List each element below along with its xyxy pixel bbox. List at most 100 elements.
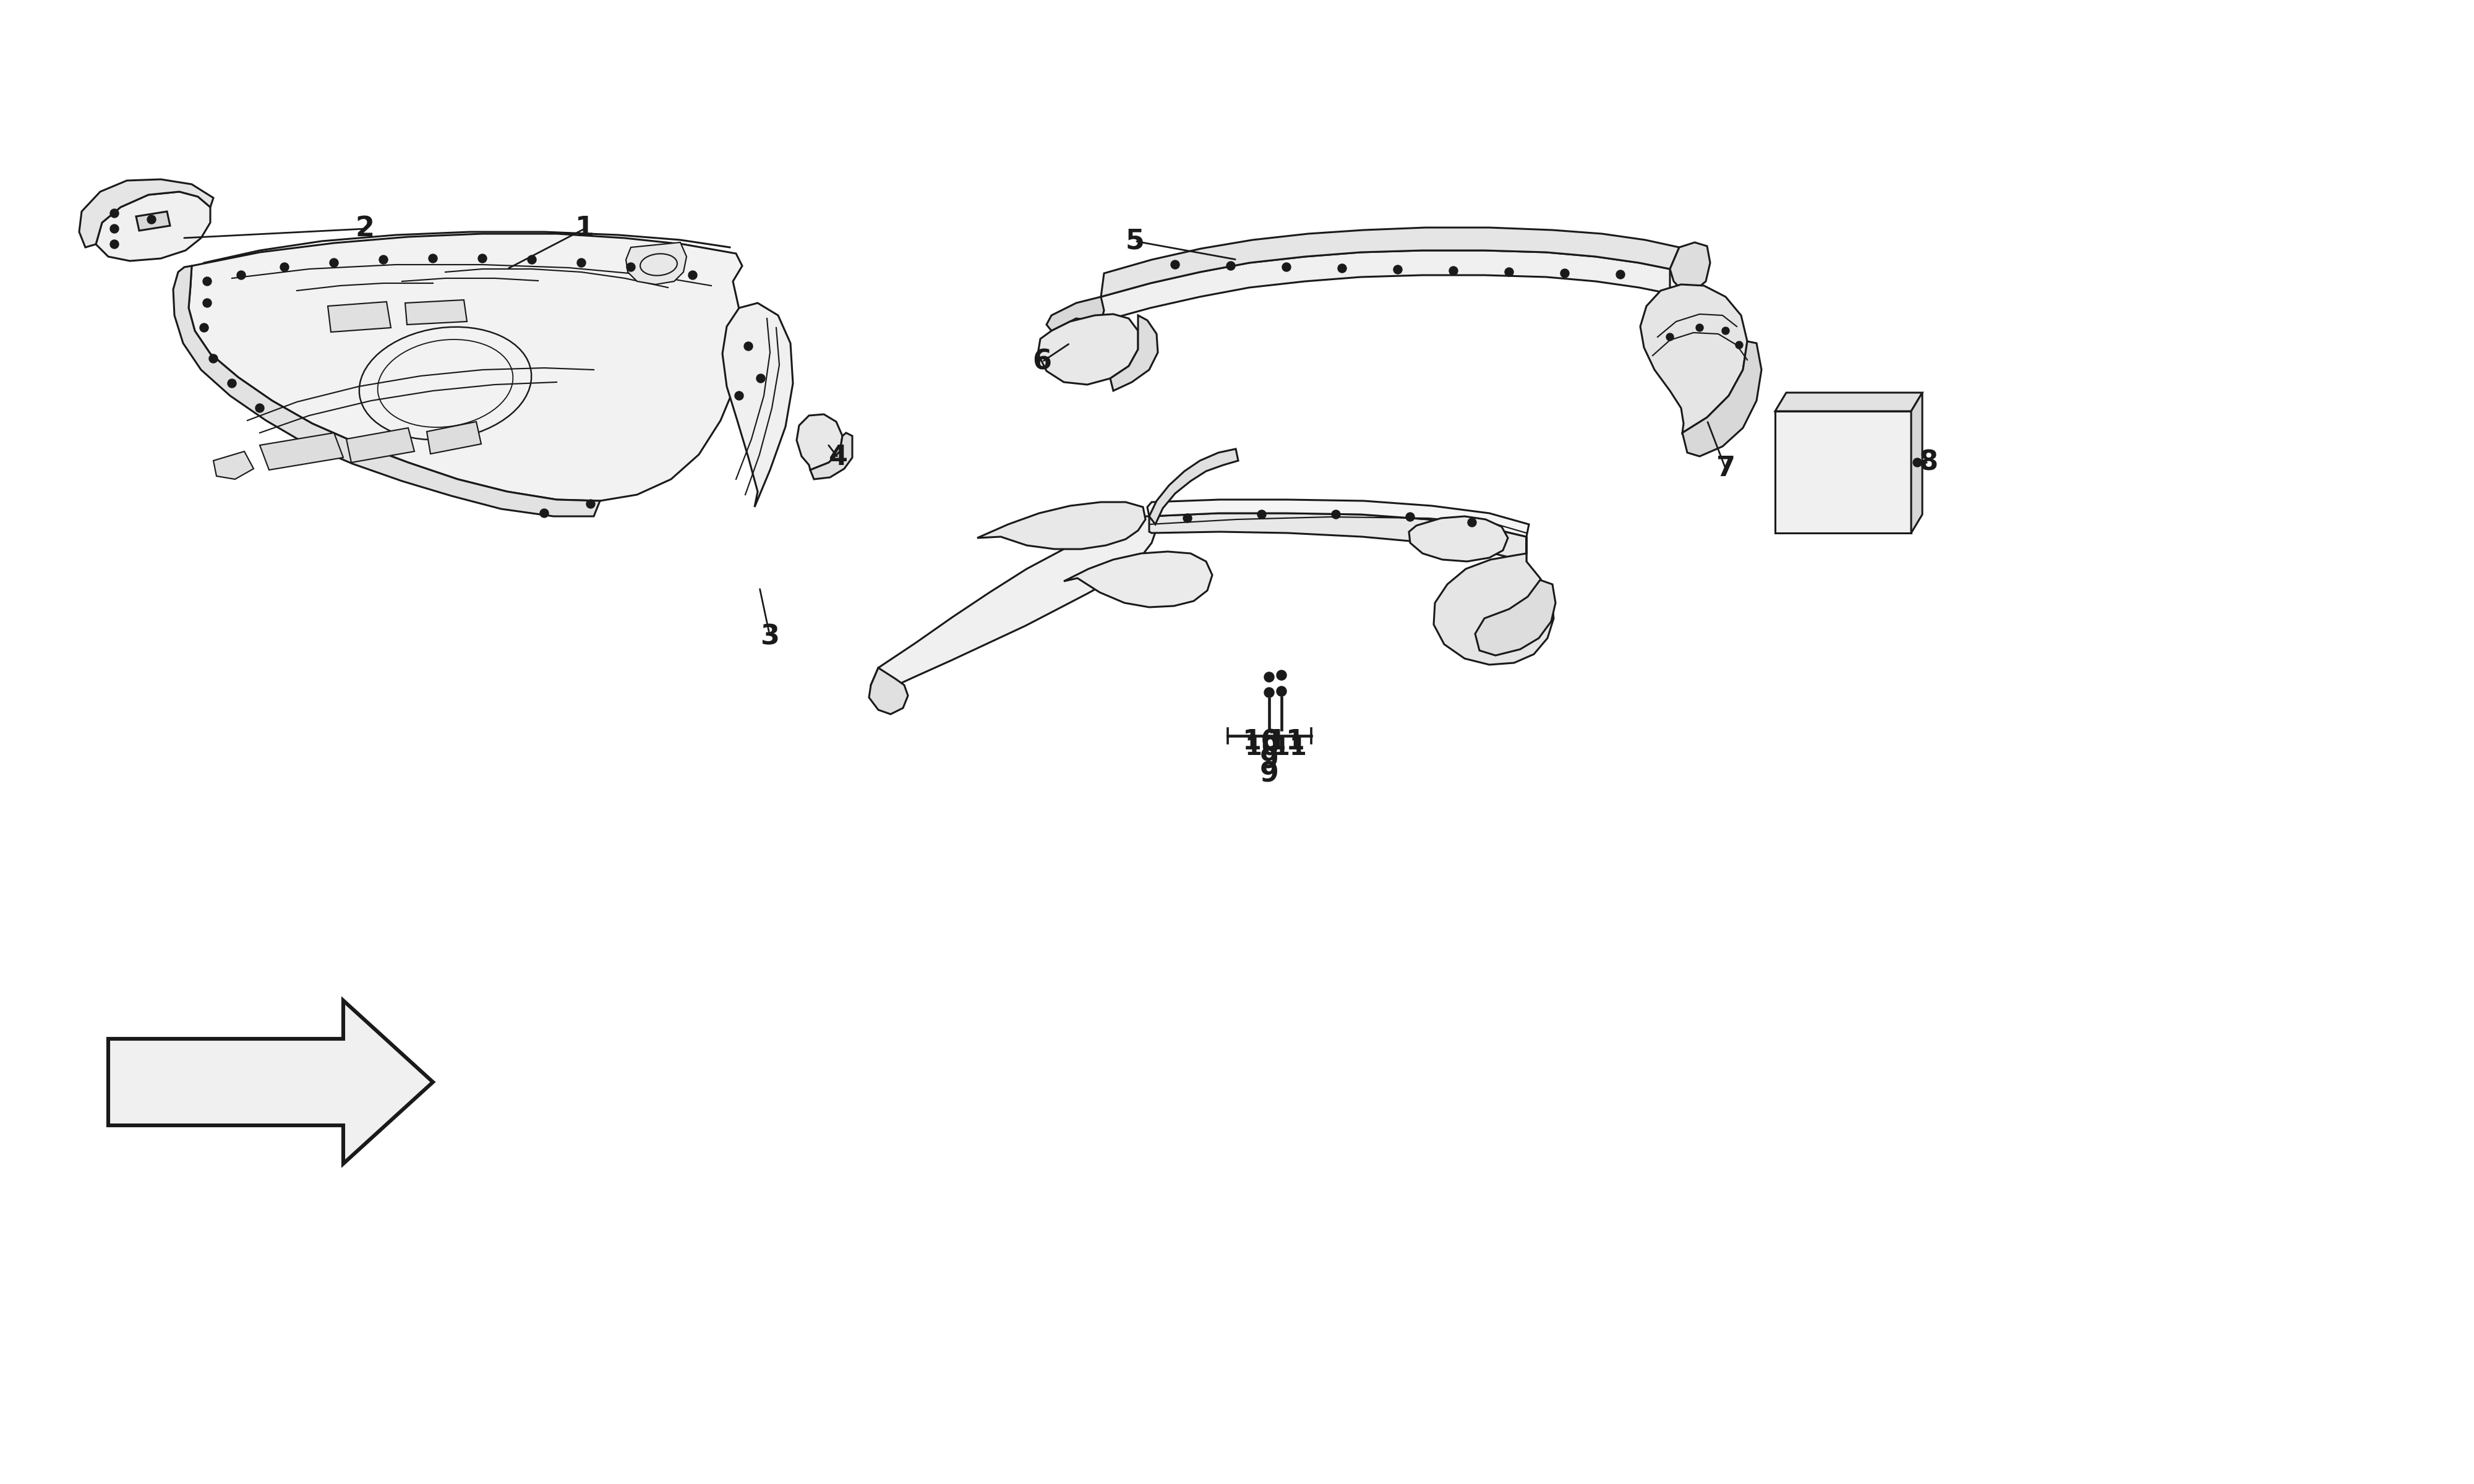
Circle shape [109, 224, 119, 233]
Polygon shape [722, 303, 792, 508]
Circle shape [1277, 671, 1286, 680]
Polygon shape [977, 502, 1145, 549]
Polygon shape [1640, 285, 1747, 433]
Polygon shape [1410, 516, 1509, 561]
Circle shape [1331, 510, 1341, 519]
Polygon shape [626, 242, 688, 285]
Circle shape [109, 209, 119, 218]
Text: 1: 1 [574, 215, 594, 242]
Circle shape [428, 254, 438, 263]
Text: 10: 10 [1242, 729, 1282, 755]
Circle shape [1450, 267, 1457, 275]
Circle shape [379, 255, 388, 264]
Polygon shape [188, 233, 742, 500]
Polygon shape [1047, 297, 1103, 331]
Polygon shape [1148, 448, 1239, 524]
Polygon shape [871, 516, 1158, 692]
Circle shape [109, 240, 119, 248]
Text: 9: 9 [1259, 761, 1279, 788]
Text: 7: 7 [1717, 456, 1734, 482]
Text: 11: 11 [1272, 736, 1306, 760]
Circle shape [255, 404, 265, 413]
Polygon shape [1111, 315, 1158, 390]
Polygon shape [1776, 411, 1910, 533]
Polygon shape [406, 300, 468, 325]
Circle shape [1277, 686, 1286, 696]
Circle shape [200, 324, 208, 332]
Circle shape [745, 341, 752, 350]
Polygon shape [868, 668, 908, 714]
Text: 6: 6 [1032, 349, 1051, 375]
Polygon shape [1682, 341, 1761, 457]
Polygon shape [811, 433, 851, 479]
Circle shape [527, 255, 537, 264]
Polygon shape [1910, 393, 1922, 533]
Polygon shape [96, 191, 210, 261]
Circle shape [477, 254, 487, 263]
Text: 3: 3 [760, 623, 779, 650]
Circle shape [208, 355, 218, 364]
Polygon shape [428, 421, 480, 454]
Circle shape [1737, 341, 1742, 349]
Circle shape [735, 392, 742, 401]
Polygon shape [260, 433, 344, 470]
Polygon shape [346, 427, 416, 463]
Circle shape [576, 258, 586, 267]
Circle shape [1264, 687, 1274, 697]
Polygon shape [213, 451, 255, 479]
Circle shape [1338, 264, 1346, 273]
Polygon shape [79, 180, 213, 248]
Text: 4: 4 [829, 444, 849, 470]
Text: 8: 8 [1920, 450, 1937, 476]
Circle shape [586, 500, 594, 508]
Polygon shape [1148, 500, 1529, 537]
Circle shape [148, 215, 156, 224]
Circle shape [1183, 513, 1192, 522]
Polygon shape [136, 211, 171, 230]
Text: 10: 10 [1244, 736, 1279, 760]
Circle shape [1393, 266, 1403, 275]
Polygon shape [173, 266, 599, 516]
Circle shape [1282, 263, 1291, 272]
Circle shape [1504, 267, 1514, 276]
Polygon shape [1064, 552, 1212, 607]
Circle shape [1697, 324, 1702, 331]
Polygon shape [1101, 227, 1680, 297]
Circle shape [688, 270, 698, 279]
Polygon shape [797, 414, 841, 470]
Circle shape [1722, 326, 1729, 334]
Circle shape [280, 263, 289, 272]
Polygon shape [1670, 242, 1710, 291]
Polygon shape [327, 301, 391, 332]
Circle shape [1667, 334, 1672, 341]
Circle shape [1405, 512, 1415, 521]
Text: 9: 9 [1259, 748, 1279, 773]
Circle shape [1561, 269, 1569, 278]
Polygon shape [1776, 393, 1922, 411]
Circle shape [626, 263, 636, 272]
Circle shape [1170, 260, 1180, 269]
Polygon shape [1475, 580, 1556, 656]
Circle shape [238, 270, 245, 279]
Polygon shape [1101, 251, 1670, 322]
Polygon shape [109, 1000, 433, 1163]
Text: 5: 5 [1126, 229, 1145, 254]
Text: 11: 11 [1267, 729, 1306, 755]
Polygon shape [1049, 319, 1103, 353]
Circle shape [539, 509, 549, 518]
Circle shape [1616, 270, 1625, 279]
Circle shape [1912, 459, 1922, 467]
Circle shape [757, 374, 764, 383]
Polygon shape [1435, 537, 1554, 665]
Circle shape [1257, 510, 1267, 519]
Circle shape [1467, 518, 1477, 527]
Circle shape [203, 278, 213, 285]
Polygon shape [1148, 513, 1526, 561]
Circle shape [228, 378, 238, 387]
Circle shape [1227, 261, 1235, 270]
Polygon shape [1039, 315, 1138, 384]
Circle shape [329, 258, 339, 267]
Circle shape [1264, 672, 1274, 683]
Circle shape [203, 298, 213, 307]
Text: 2: 2 [356, 215, 374, 242]
